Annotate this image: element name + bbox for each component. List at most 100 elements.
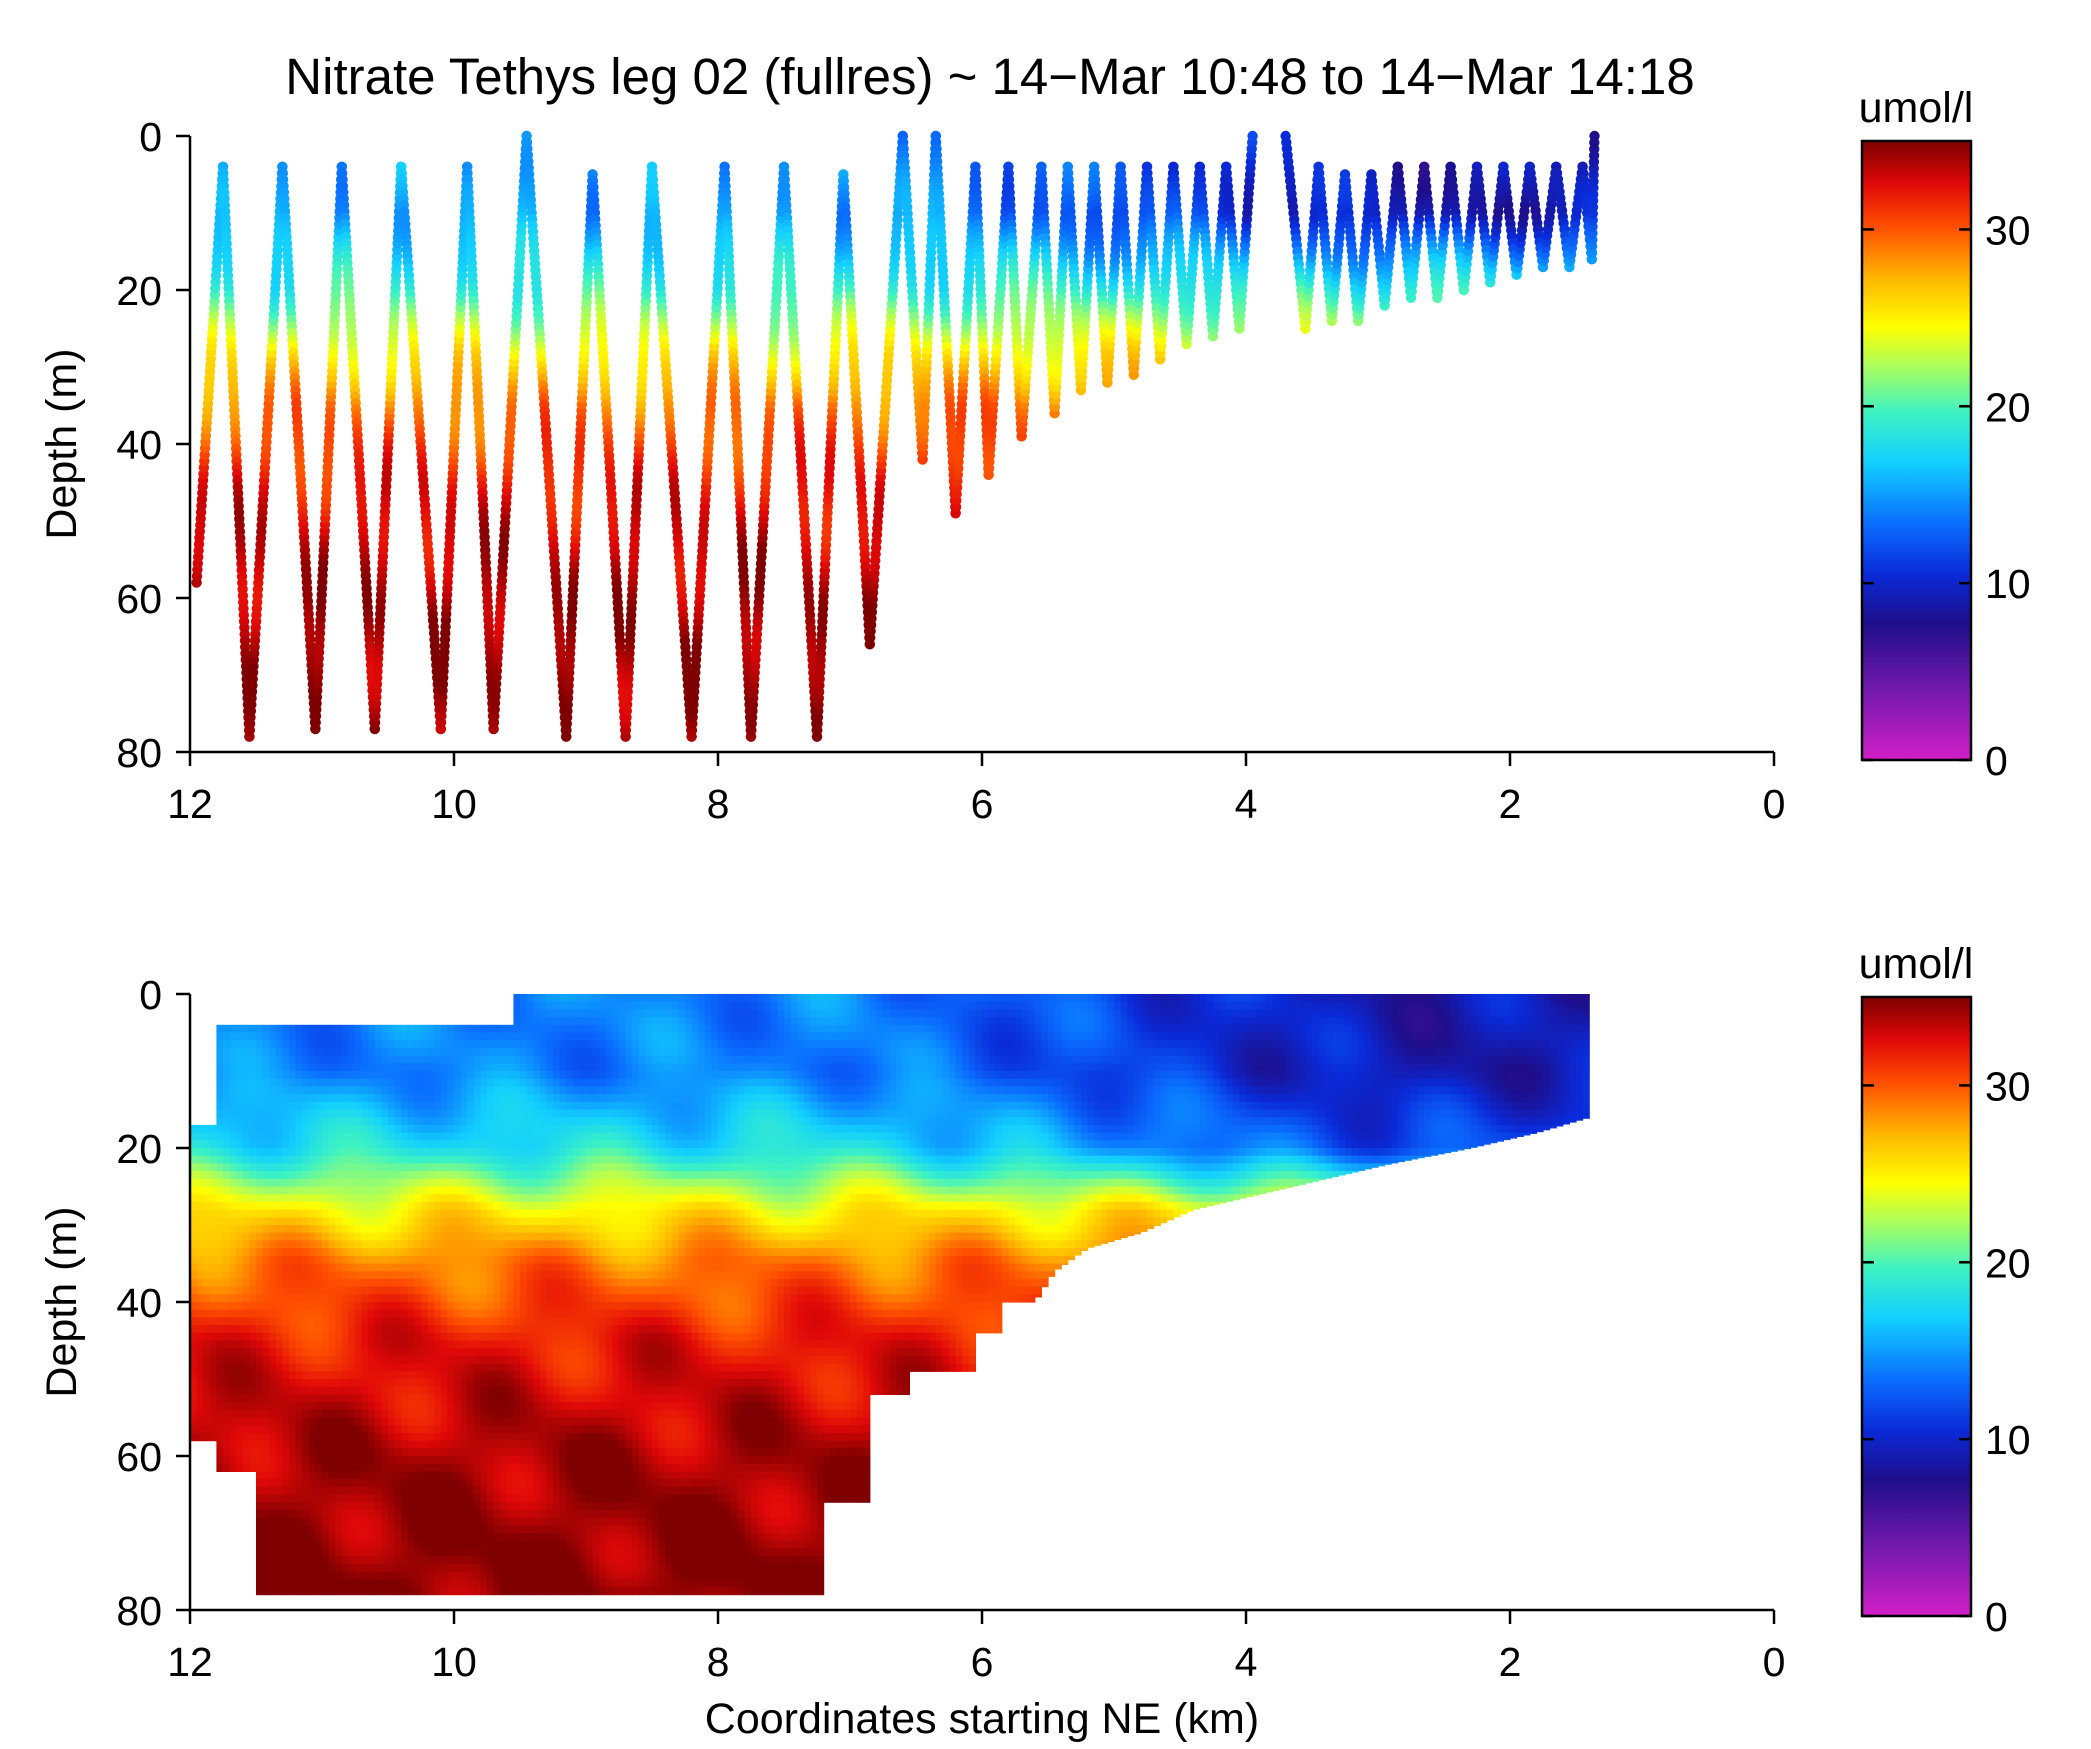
heatmap-cell [308,1440,316,1449]
heatmap-cell [322,1379,330,1388]
heatmap-cell [269,1148,277,1157]
heatmap-cell [335,1463,343,1472]
heatmap-cell [295,1517,303,1526]
heatmap-cell [295,1425,303,1434]
heatmap-cell [315,1171,323,1180]
heatmap-cell [249,1379,257,1388]
heatmap-cell [282,1171,290,1180]
heatmap-cell [302,1309,310,1318]
heatmap-cell [223,1371,231,1380]
heatmap-cell [289,1071,297,1080]
heatmap-cell [295,1078,303,1087]
heatmap-cell [229,1232,237,1241]
heatmap-cell [242,1155,250,1164]
heatmap-cell [322,1232,330,1241]
heatmap-cell [315,1533,323,1542]
heatmap-cell [249,1132,257,1141]
heatmap-cell [302,1232,310,1241]
heatmap-cell [249,1402,257,1411]
heatmap-cell [236,1140,244,1149]
heatmap-cell [196,1186,204,1195]
heatmap-cell [190,1240,198,1249]
heatmap-cell [322,1163,330,1172]
heatmap-cell [341,1132,349,1141]
heatmap-cell [295,1148,303,1157]
heatmap-cell [269,1502,277,1511]
heatmap-cell [282,1186,290,1195]
heatmap-cell [328,1078,336,1087]
heatmap-cell [282,1309,290,1318]
heatmap-cell [262,1178,270,1188]
heatmap-cell [209,1394,217,1403]
heatmap-cell [203,1278,211,1288]
heatmap-cell [262,1217,270,1226]
heatmap-cell [269,1402,277,1411]
heatmap-cell [203,1186,211,1195]
heatmap-cell [229,1417,237,1426]
heatmap-cell [269,1540,277,1549]
heatmap-cell [328,1494,336,1503]
heatmap-cell [256,1533,264,1542]
heatmap-cell [335,1471,343,1480]
heatmap-cell [262,1071,270,1080]
heatmap-cell [289,1548,297,1557]
heatmap-cell [236,1417,244,1426]
heatmap-cell [269,1309,277,1318]
heatmap-cell [269,1163,277,1172]
heatmap-cell [196,1217,204,1226]
heatmap-cell [315,1317,323,1326]
heatmap-cell [229,1448,237,1457]
heatmap-cell [190,1194,198,1203]
heatmap-cell [229,1032,237,1041]
heatmap-cell [308,1409,316,1419]
heatmap-cell [315,1248,323,1257]
heatmap-cell [335,1294,343,1303]
heatmap-cell [196,1355,204,1365]
heatmap-cell [236,1094,244,1103]
top-y-axis-label: Depth (m) [38,348,86,539]
heatmap-cell [256,1394,264,1403]
heatmap-cell [315,1394,323,1403]
heatmap-cell [223,1094,231,1103]
heatmap-cell [256,1186,264,1195]
heatmap-cell [308,1379,316,1388]
heatmap-cell [236,1271,244,1280]
heatmap-cell [308,1271,316,1280]
heatmap-cell [236,1317,244,1326]
heatmap-cell [223,1040,231,1049]
heatmap-cell [269,1386,277,1395]
data-point [1589,130,1600,142]
heatmap-cell [269,1571,277,1580]
heatmap-cell [209,1294,217,1303]
heatmap-cell [262,1248,270,1257]
heatmap-cell [242,1117,250,1126]
heatmap-cell [341,1032,349,1041]
heatmap-cell [196,1240,204,1249]
heatmap-cell [275,1109,283,1118]
heatmap-cell [302,1525,310,1534]
heatmap-cell [315,1240,323,1249]
heatmap-cell [315,1155,323,1164]
heatmap-cell [236,1148,244,1157]
heatmap-cell [282,1063,290,1072]
heatmap-cell [328,1402,336,1411]
heatmap-cell [289,1379,297,1388]
heatmap-cell [328,1517,336,1526]
heatmap-cell [308,1294,316,1303]
heatmap-cell [289,1486,297,1496]
heatmap-cell [196,1402,204,1411]
heatmap-cell [190,1178,198,1188]
heatmap-cell [223,1132,231,1141]
heatmap-cell [282,1101,290,1111]
heatmap-cell [289,1155,297,1164]
heatmap-cell [282,1302,290,1311]
heatmap-cell [308,1533,316,1542]
heatmap-cell [196,1325,204,1334]
heatmap-cell [295,1217,303,1226]
heatmap-cell [335,1155,343,1164]
heatmap-cell [262,1232,270,1241]
heatmap-cell [328,1463,336,1472]
heatmap-cell [341,1117,349,1126]
heatmap-cell [308,1340,316,1349]
heatmap-cell [308,1255,316,1265]
